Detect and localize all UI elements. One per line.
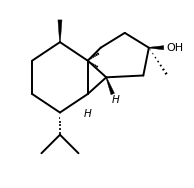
Polygon shape — [58, 20, 62, 42]
Text: OH: OH — [166, 43, 184, 53]
Polygon shape — [106, 77, 114, 95]
Polygon shape — [149, 46, 164, 50]
Text: H: H — [84, 109, 92, 119]
Text: H: H — [112, 95, 119, 105]
